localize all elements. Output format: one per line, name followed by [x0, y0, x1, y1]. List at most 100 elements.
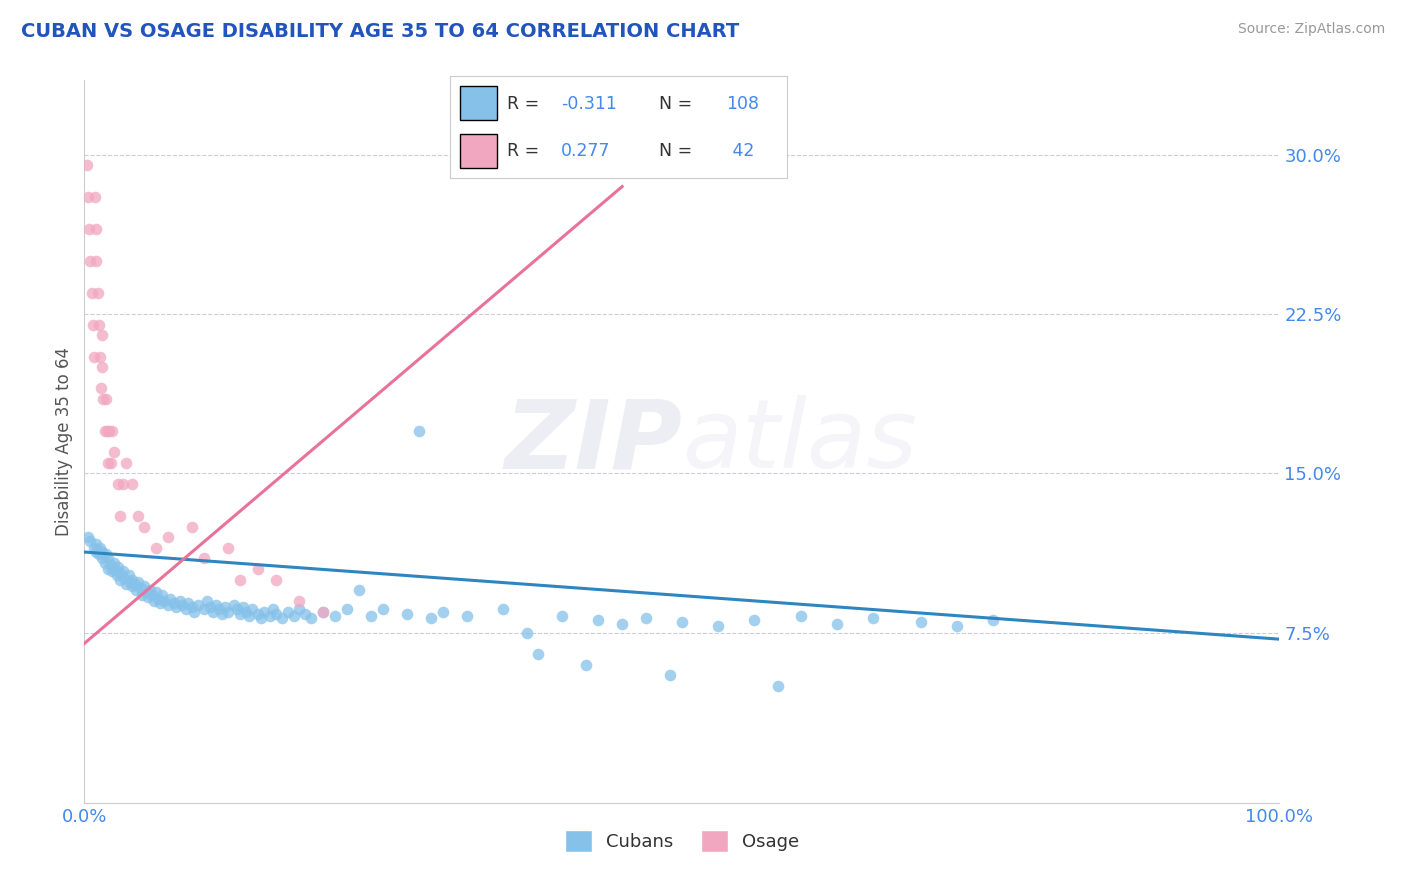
Point [117, 568, 139, 582]
Point [141, 588, 163, 602]
Point [456, 608, 478, 623]
Point [163, 596, 186, 610]
Point [742, 613, 765, 627]
Point [575, 657, 598, 672]
Point [235, 605, 257, 619]
Point [121, 579, 143, 593]
Point [135, 585, 157, 599]
Point [94, 392, 117, 406]
Point [89, 350, 111, 364]
Point [492, 602, 515, 616]
Text: N =: N = [659, 142, 697, 160]
Point [707, 619, 730, 633]
Point [946, 619, 969, 633]
Point [132, 579, 156, 593]
Point [103, 562, 125, 576]
Point [264, 607, 287, 621]
Point [312, 605, 335, 619]
Text: R =: R = [508, 142, 546, 160]
Point [181, 600, 204, 615]
Point [181, 519, 204, 533]
Point [981, 613, 1004, 627]
Point [86, 545, 108, 559]
Point [107, 560, 129, 574]
Point [124, 577, 146, 591]
Point [270, 611, 292, 625]
Point [157, 598, 180, 612]
Point [91, 328, 114, 343]
Point [142, 594, 165, 608]
Point [551, 608, 574, 623]
Point [198, 600, 221, 615]
Point [149, 596, 172, 610]
Point [336, 602, 359, 616]
Point [115, 456, 138, 470]
Point [202, 605, 225, 619]
Text: 42: 42 [727, 142, 754, 160]
Point [139, 583, 162, 598]
Point [129, 581, 152, 595]
Point [157, 530, 180, 544]
Point [96, 424, 118, 438]
Point [588, 613, 610, 627]
Point [262, 602, 284, 616]
Point [294, 607, 316, 621]
Point [229, 573, 252, 587]
Point [283, 608, 305, 623]
Point [217, 605, 239, 619]
Point [118, 574, 141, 589]
Point [232, 600, 254, 615]
Point [259, 608, 281, 623]
Point [110, 566, 132, 581]
Point [87, 318, 110, 332]
Point [790, 608, 813, 623]
Point [77, 190, 100, 204]
Point [111, 564, 134, 578]
Point [222, 598, 245, 612]
Point [115, 577, 138, 591]
Point [288, 594, 311, 608]
Point [527, 647, 550, 661]
Point [165, 600, 187, 615]
Point [432, 605, 454, 619]
Point [93, 556, 115, 570]
Text: 108: 108 [727, 95, 759, 112]
Point [360, 608, 382, 623]
Point [101, 564, 124, 578]
FancyBboxPatch shape [460, 135, 498, 168]
Y-axis label: Disability Age 35 to 64: Disability Age 35 to 64 [55, 347, 73, 536]
Point [103, 445, 125, 459]
Point [103, 556, 125, 570]
Point [136, 590, 159, 604]
Point [91, 551, 114, 566]
Point [76, 158, 98, 172]
Point [77, 530, 100, 544]
Point [97, 456, 120, 470]
Point [153, 594, 176, 608]
Point [238, 608, 260, 623]
Point [183, 605, 205, 619]
Point [172, 598, 194, 612]
Point [79, 254, 101, 268]
Point [246, 562, 269, 576]
Point [325, 608, 347, 623]
Point [612, 617, 634, 632]
Point [105, 568, 128, 582]
Point [100, 456, 122, 470]
Point [110, 508, 132, 523]
Point [90, 381, 112, 395]
Point [301, 611, 323, 625]
Point [77, 222, 100, 236]
Point [671, 615, 693, 630]
Text: ZIP: ZIP [503, 395, 682, 488]
Point [93, 424, 115, 438]
Text: -0.311: -0.311 [561, 95, 617, 112]
Point [373, 602, 395, 616]
Point [87, 547, 110, 561]
Point [82, 318, 104, 332]
Point [659, 668, 682, 682]
Point [125, 583, 148, 598]
Point [100, 558, 122, 572]
Point [766, 679, 789, 693]
Point [187, 598, 209, 612]
